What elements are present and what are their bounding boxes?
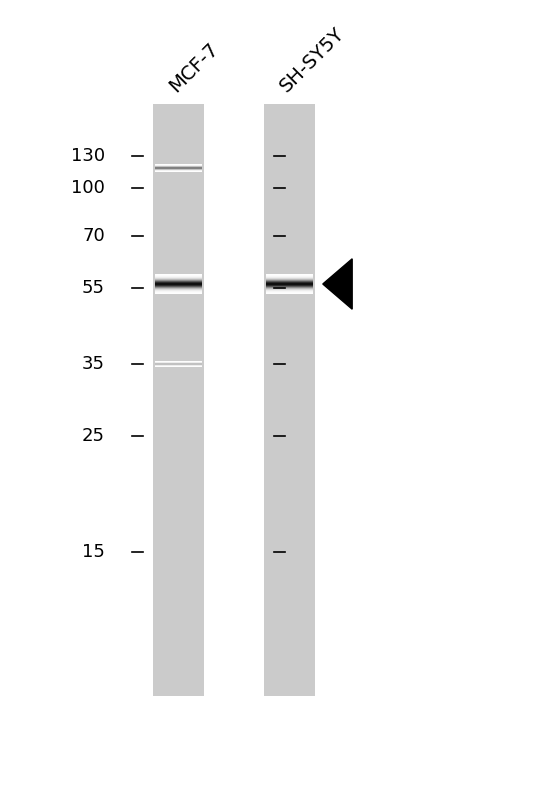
Text: 55: 55 (82, 279, 105, 297)
Polygon shape (323, 258, 352, 309)
Text: MCF-7: MCF-7 (166, 39, 222, 96)
Bar (264, 104, 315, 696)
Text: 25: 25 (82, 427, 105, 445)
Text: 15: 15 (82, 543, 105, 561)
Text: 70: 70 (82, 227, 105, 245)
Text: SH-SY5Y: SH-SY5Y (276, 24, 348, 96)
Bar (153, 104, 204, 696)
Text: 35: 35 (82, 355, 105, 373)
Text: 100: 100 (71, 179, 105, 197)
Text: 130: 130 (71, 147, 105, 165)
